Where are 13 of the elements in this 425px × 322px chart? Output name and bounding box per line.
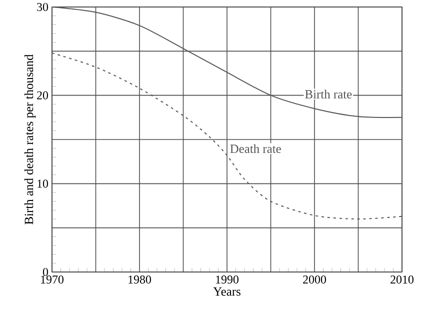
x-tick-label: 1990 [216,276,238,284]
y-tick-label: 20 [37,91,48,100]
y-tick-label: 10 [38,180,48,188]
x-tick-label: 1970 [41,276,64,284]
y-tick-label: 0 [42,268,48,276]
y-tick-label: 30 [37,2,48,12]
x-tick-label: 2000 [303,276,326,284]
series-label: Death rate [230,144,281,153]
x-tick-label: 1980 [128,276,151,284]
x-axis-title: Years [213,287,240,296]
y-axis-title: Birth and death rates per thousand [24,54,36,224]
x-tick-label: 2010 [390,276,414,284]
series-label: Birth rate [305,90,352,98]
